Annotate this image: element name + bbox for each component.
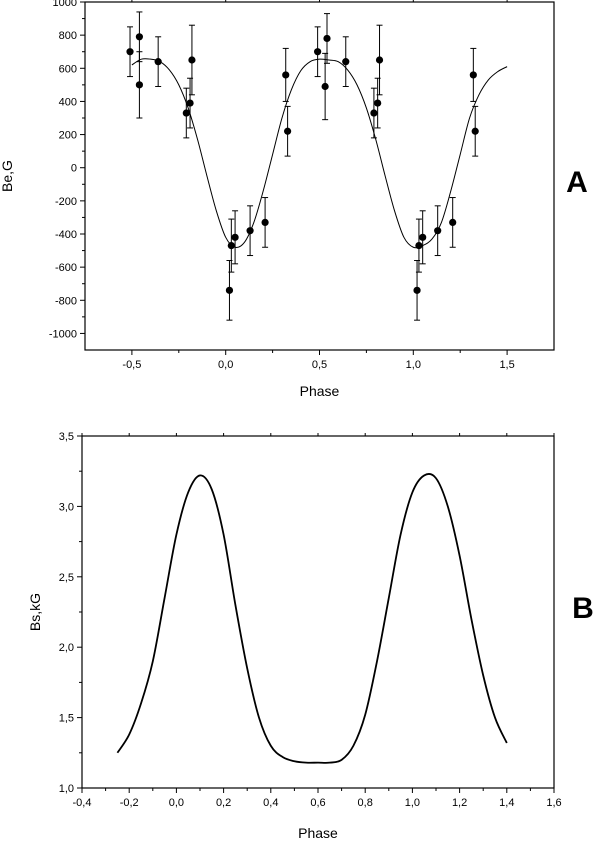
x-tick-label: 0,0 <box>169 797 184 809</box>
panel-letter: B <box>572 592 594 625</box>
data-point <box>342 58 350 66</box>
data-point <box>261 218 269 226</box>
data-point <box>135 81 144 89</box>
data-point <box>225 286 234 294</box>
data-point <box>282 71 290 79</box>
data-point <box>186 99 194 107</box>
data-point <box>321 82 329 91</box>
x-tick-label: 0,6 <box>310 797 325 809</box>
y-axis-label: Be,G <box>0 160 15 192</box>
data-point <box>182 109 190 117</box>
y-tick-label: 2,5 <box>59 572 74 584</box>
fit-curve <box>131 58 508 249</box>
x-tick-label: -0,5 <box>122 359 141 371</box>
data-point <box>413 286 421 294</box>
x-tick-label: 1,0 <box>405 797 420 809</box>
panel-letter: A <box>566 166 588 199</box>
data-point <box>284 127 292 135</box>
x-tick-label: -0,4 <box>73 797 92 809</box>
y-tick-label: 800 <box>59 30 77 42</box>
x-axis-label: Phase <box>300 383 340 399</box>
y-tick-label: 3,0 <box>59 501 74 513</box>
panel-a-chart: -0,5 0,0 0,5 1,0 1,5 -1000 -800 -600 -400 -200 0 20… <box>0 0 588 399</box>
data-point <box>323 34 331 43</box>
x-tick-label: 1,4 <box>499 797 514 809</box>
x-axis-label: Phase <box>298 825 338 841</box>
data-point <box>419 233 427 241</box>
plot-frame <box>81 435 555 789</box>
data-point <box>314 48 322 56</box>
x-tick-label: 0,2 <box>216 797 231 809</box>
x-tick-label: 0,8 <box>358 797 373 809</box>
x-tick-label: 0,0 <box>218 359 233 371</box>
y-tick-label: 1000 <box>53 0 77 9</box>
data-point <box>374 99 382 107</box>
y-tick-label: 600 <box>59 63 77 75</box>
y-tick-label: 1,5 <box>59 713 74 725</box>
y-tick-label: 0 <box>71 163 77 175</box>
data-point <box>126 48 134 56</box>
x-tick-label: 1,5 <box>499 359 514 371</box>
y-tick-label: 3,5 <box>59 431 74 443</box>
y-tick-label: -1000 <box>49 328 77 340</box>
data-point <box>135 33 144 41</box>
y-tick-label: -600 <box>55 262 77 274</box>
y-tick-label: 2,0 <box>59 642 74 654</box>
x-tick-label: 0,5 <box>312 359 327 371</box>
data-point <box>471 127 479 135</box>
data-point <box>375 56 384 64</box>
y-tick-label: -400 <box>55 229 77 241</box>
y-tick-label: 400 <box>59 96 77 108</box>
data-point <box>188 56 196 64</box>
data-point <box>231 233 239 241</box>
panel-b-chart: -0,4 -0,2 0,0 0,2 0,4 0,6 0,8 1,0 1,2 1,4 1,6 1,0 1,… <box>27 431 594 841</box>
x-tick-label: -0,2 <box>120 797 139 809</box>
x-tick-label: 1,6 <box>546 797 561 809</box>
y-axis-label: Bs,kG <box>27 593 43 631</box>
data-point <box>469 71 477 79</box>
x-tick-label: 1,0 <box>406 359 421 371</box>
y-tick-label: 1,0 <box>59 783 74 795</box>
data-point <box>449 218 457 226</box>
field-curve <box>116 473 508 764</box>
x-tick-label: 0,4 <box>263 797 278 809</box>
data-point <box>370 109 378 117</box>
x-tick-label: 1,2 <box>452 797 467 809</box>
y-tick-label: -800 <box>55 295 77 307</box>
y-tick-label: -200 <box>55 196 77 208</box>
y-tick-label: 200 <box>59 130 77 142</box>
